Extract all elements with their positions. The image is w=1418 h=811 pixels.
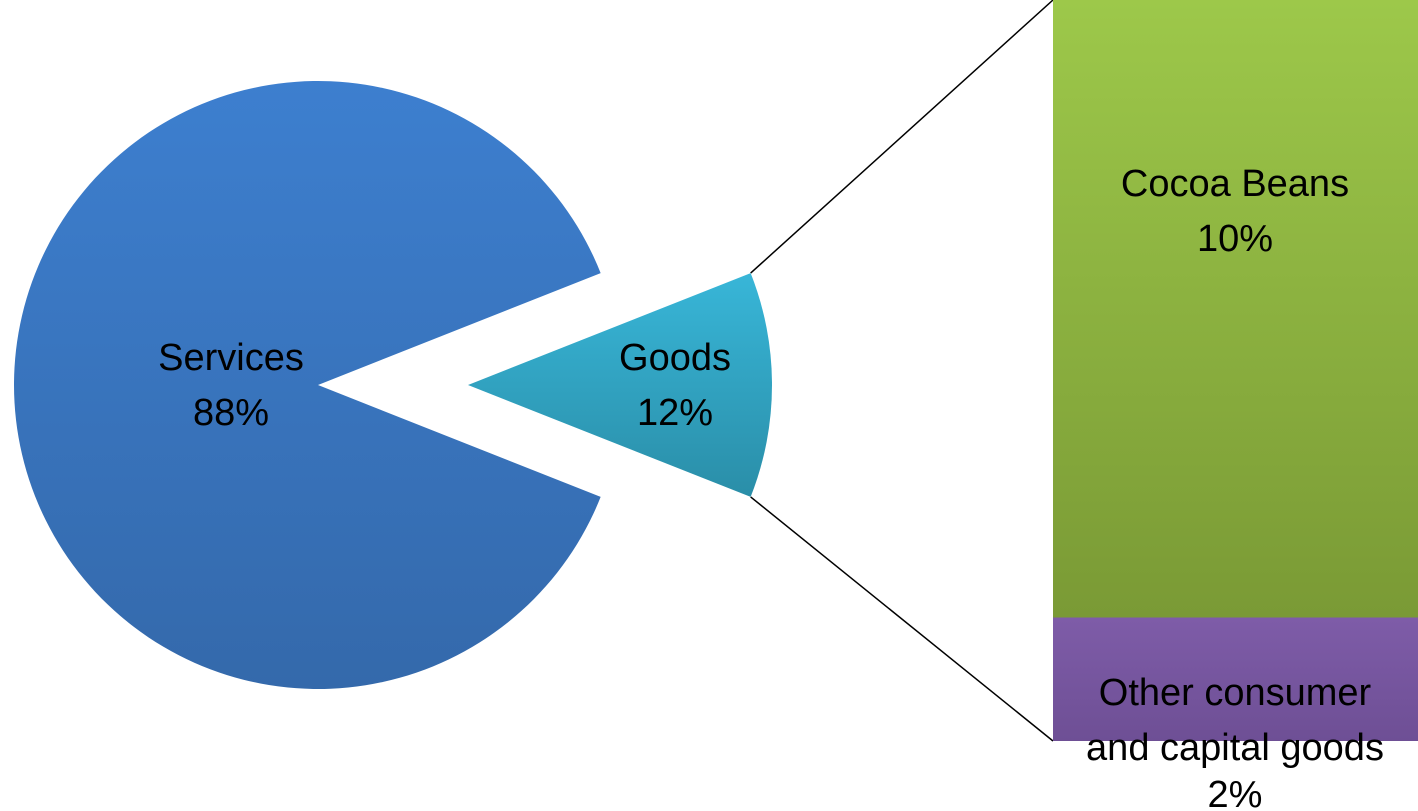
value-other-goods: 2%	[1208, 774, 1263, 811]
label-goods: Goods	[619, 337, 731, 379]
connector-line-top	[750, 0, 1054, 274]
pie-slice-services	[14, 81, 601, 690]
label-other-goods-line2: and capital goods	[1086, 727, 1384, 769]
label-cocoa-beans: Cocoa Beans	[1121, 163, 1349, 205]
value-goods: 12%	[637, 392, 713, 434]
label-services: Services	[158, 337, 304, 379]
pie-slice-goods	[468, 273, 772, 497]
connector-line-bottom	[750, 496, 1054, 742]
bar-segment-other-goods	[1053, 617, 1418, 741]
value-services: 88%	[193, 392, 269, 434]
bar-segment-cocoa-beans	[1053, 0, 1418, 619]
label-other-goods-line1: Other consumer	[1099, 672, 1372, 714]
value-cocoa-beans: 10%	[1197, 218, 1273, 260]
